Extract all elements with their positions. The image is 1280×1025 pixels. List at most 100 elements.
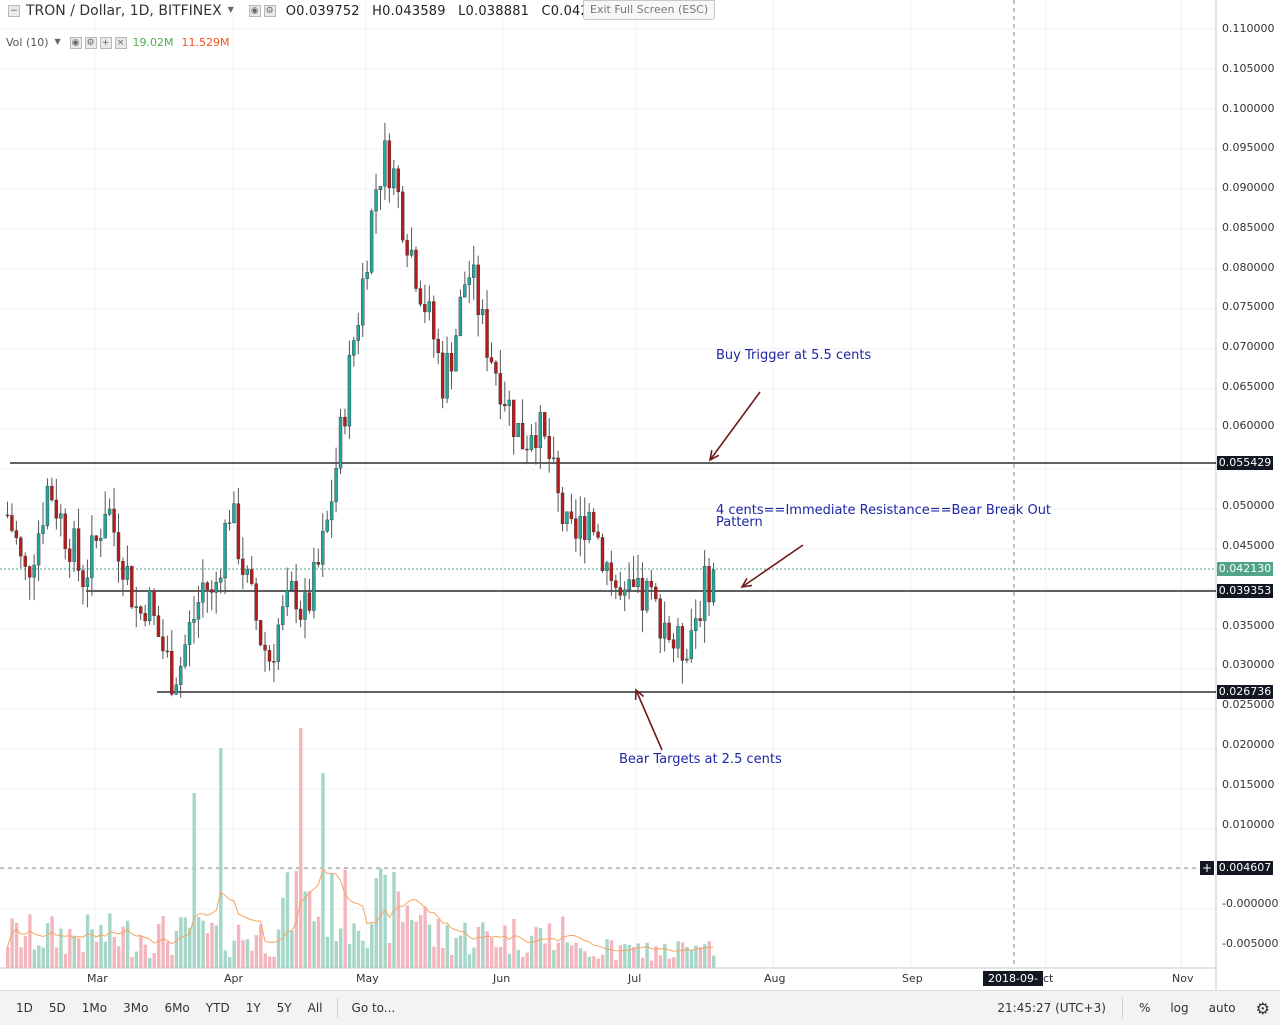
timeframe-ytd[interactable]: YTD <box>205 1001 230 1015</box>
volume-bar <box>352 923 356 968</box>
volume-indicator-label[interactable]: Vol (10) <box>6 36 49 49</box>
volume-bar <box>401 921 405 968</box>
clock-display[interactable]: 21:45:27 (UTC+3) <box>997 1001 1106 1015</box>
price-chart[interactable] <box>0 0 1280 990</box>
timeframe-5d[interactable]: 5D <box>48 1001 66 1015</box>
volume-bar <box>694 945 698 968</box>
close-icon[interactable]: × <box>114 36 127 49</box>
timeframe-1mo[interactable]: 1Mo <box>81 1001 108 1015</box>
candle-body <box>214 582 218 593</box>
timeframe-3mo[interactable]: 3Mo <box>123 1001 149 1015</box>
candle-body <box>156 615 161 637</box>
volume-bar <box>130 957 134 968</box>
bear-target-arrow <box>635 689 663 751</box>
auto-scale-toggle[interactable]: auto <box>1208 1001 1236 1015</box>
candle-body <box>5 514 10 517</box>
volume-bar <box>112 936 116 968</box>
candle-body <box>94 535 99 541</box>
candle-body <box>116 532 121 562</box>
volume-bar <box>77 938 81 968</box>
candle-body <box>294 581 298 610</box>
candle-body <box>241 558 245 575</box>
resistance-annotation-line2[interactable]: Pattern <box>716 515 763 530</box>
volume-bar <box>485 931 489 968</box>
goto-date-button[interactable]: Go to... <box>351 1001 396 1015</box>
volume-bar <box>472 947 476 968</box>
log-scale-toggle[interactable]: log <box>1170 1001 1189 1015</box>
volume-bar <box>703 944 707 968</box>
bear-targets-annotation[interactable]: Bear Targets at 2.5 cents <box>619 752 782 767</box>
y-axis-tick-label: 0.030000 <box>1222 658 1275 671</box>
buy-trigger-annotation[interactable]: Buy Trigger at 5.5 cents <box>716 348 872 363</box>
candle-body <box>143 613 147 622</box>
settings-icon[interactable]: ⚙ <box>263 5 276 17</box>
y-axis-tick-label: 0.065000 <box>1222 380 1275 393</box>
candle-body <box>289 581 294 591</box>
volume-bar <box>512 918 516 968</box>
volume-bar <box>600 954 605 968</box>
volume-bar <box>676 941 680 968</box>
candle-body <box>485 309 489 358</box>
volume-bar <box>392 872 396 968</box>
volume-bar <box>623 944 627 968</box>
timeframe-1d[interactable]: 1D <box>16 1001 33 1015</box>
collapse-icon[interactable]: − <box>8 5 20 17</box>
exit-fullscreen-button[interactable]: Exit Full Screen (ESC) <box>583 0 716 20</box>
candle-body <box>547 436 551 459</box>
eye-icon[interactable]: ◉ <box>69 36 82 49</box>
volume-bar <box>494 947 498 968</box>
symbol-title[interactable]: TRON / Dollar, 1D, BITFINEX <box>26 3 222 19</box>
toolbar-divider <box>336 998 338 1018</box>
candle-body <box>325 519 329 532</box>
volume-bar <box>640 957 645 968</box>
volume-bar <box>365 947 370 968</box>
volume-bar <box>85 914 90 968</box>
candle-body <box>418 288 423 305</box>
volume-bar <box>23 936 28 968</box>
candle-body <box>423 304 427 313</box>
y-axis-tick-label: 0.020000 <box>1222 738 1275 751</box>
candle-body <box>254 583 258 621</box>
chevron-down-icon[interactable]: ▼ <box>54 36 61 46</box>
candle-body <box>276 624 281 662</box>
volume-bar <box>503 925 507 968</box>
timeframe-5y[interactable]: 5Y <box>276 1001 292 1015</box>
candle-body <box>125 566 130 580</box>
y-axis-tick-label: 0.080000 <box>1222 261 1275 274</box>
y-axis-tick-label: 0.025000 <box>1222 698 1275 711</box>
y-axis-tick-label: 0.060000 <box>1222 419 1275 432</box>
candle-body <box>392 168 396 189</box>
y-axis-tick-label: 0.015000 <box>1222 778 1275 791</box>
volume-ref-price-tag: 0.004607 <box>1217 861 1273 875</box>
eye-icon[interactable]: ◉ <box>248 5 261 17</box>
volume-bar <box>361 940 365 968</box>
candle-body <box>476 264 480 316</box>
candle-body <box>396 168 400 193</box>
timeframe-6mo[interactable]: 6Mo <box>164 1001 190 1015</box>
candle-body <box>63 513 67 549</box>
candle-body <box>685 658 689 661</box>
chevron-down-icon[interactable]: ▼ <box>227 5 234 14</box>
candle-body <box>227 522 232 524</box>
volume-bar <box>707 941 711 968</box>
candle-body <box>516 423 520 437</box>
candle-body <box>605 562 609 571</box>
volume-bar <box>569 945 574 968</box>
add-price-line-icon[interactable]: + <box>1200 861 1214 875</box>
candle-body <box>609 562 614 581</box>
gear-icon[interactable]: ⚙ <box>1255 998 1270 1018</box>
y-axis-tick-label: 0.075000 <box>1222 300 1275 313</box>
volume-bar <box>245 939 250 968</box>
timeframe-1y[interactable]: 1Y <box>245 1001 261 1015</box>
candle-body <box>445 352 449 399</box>
timeframe-all[interactable]: All <box>307 1001 323 1015</box>
candle-body <box>458 296 463 336</box>
settings-icon[interactable]: ⚙ <box>84 36 97 49</box>
candle-body <box>23 555 27 567</box>
volume-bar <box>148 957 152 968</box>
percent-scale-toggle[interactable]: % <box>1138 1001 1151 1015</box>
add-icon[interactable]: + <box>99 36 112 49</box>
chart-header: − TRON / Dollar, 1D, BITFINEX ▼ ◉ ⚙ O0.0… <box>0 0 622 22</box>
resistance-annotation-line1[interactable]: 4 cents==Immediate Resistance==Bear Brea… <box>716 503 1052 518</box>
volume-bar <box>276 929 281 968</box>
